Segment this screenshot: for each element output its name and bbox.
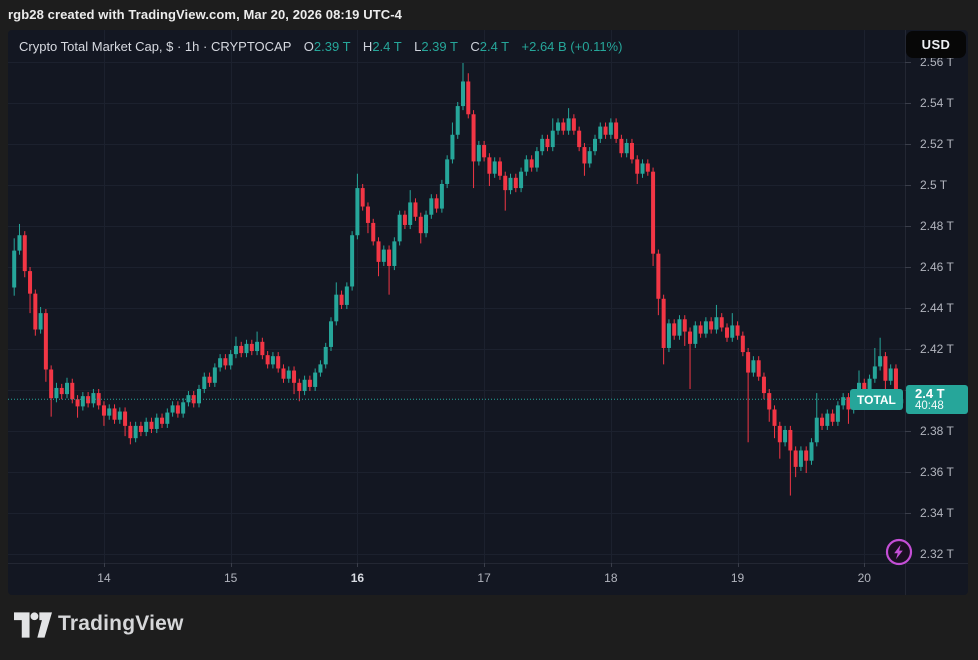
lightning-icon: [885, 538, 913, 566]
price-axis-tick: [905, 185, 911, 186]
bar-countdown: 40:48: [915, 400, 944, 412]
ohlc-high: H2.4 T: [362, 39, 402, 54]
flash-button[interactable]: [885, 538, 913, 566]
price-axis-tick: [905, 62, 911, 63]
price-axis-label: 2.56 T: [920, 55, 954, 69]
ohlc-open: O2.39 T: [303, 39, 351, 54]
footer-bar: TradingView: [0, 595, 978, 660]
symbol-title: Crypto Total Market Cap, $ · 1h · CRYPTO…: [19, 39, 292, 54]
time-axis-tick: [357, 563, 358, 567]
time-axis-label: 14: [97, 571, 111, 585]
time-axis-separator: [8, 563, 968, 564]
time-axis-tick: [611, 563, 612, 567]
price-axis-label: 2.42 T: [920, 342, 954, 356]
price-axis-tick: [905, 226, 911, 227]
candles-layer: [12, 63, 904, 496]
price-axis-label: 2.46 T: [920, 260, 954, 274]
time-axis-label: 15: [223, 571, 238, 585]
time-axis-tick: [484, 563, 485, 567]
time-axis-tick: [104, 563, 105, 567]
tradingview-logo-icon[interactable]: [14, 612, 52, 638]
chart-legend: Crypto Total Market Cap, $ · 1h · CRYPTO…: [19, 39, 622, 54]
price-axis-label: 2.34 T: [920, 506, 954, 520]
time-axis-tick: [864, 563, 865, 567]
price-axis-label: 2.44 T: [920, 301, 954, 315]
price-axis-tick: [905, 267, 911, 268]
time-axis-label: 17: [477, 571, 491, 585]
price-axis-label: 2.36 T: [920, 465, 954, 479]
change-value: +2.64 B (+0.11%): [521, 39, 623, 54]
currency-toggle-button[interactable]: USD: [906, 31, 966, 58]
price-axis-tick: [905, 472, 911, 473]
tradingview-wordmark[interactable]: TradingView: [58, 612, 184, 635]
price-axis-tick: [905, 431, 911, 432]
chart-panel[interactable]: Crypto Total Market Cap, $ · 1h · CRYPTO…: [8, 30, 968, 595]
price-axis-tick: [905, 349, 911, 350]
ohlc-low: L2.39 T: [414, 39, 458, 54]
price-axis-tick: [905, 144, 911, 145]
price-axis-tick: [905, 513, 911, 514]
time-axis-label: 16: [350, 571, 365, 585]
price-axis-label: 2.32 T: [920, 547, 954, 561]
current-price-value: 2.4 T: [915, 386, 945, 401]
price-axis-label: 2.52 T: [920, 137, 954, 151]
time-axis-label: 18: [604, 571, 618, 585]
time-axis-tick: [738, 563, 739, 567]
price-axis-tick: [905, 103, 911, 104]
symbol-price-flag: TOTAL: [850, 389, 903, 410]
grid-layer: [8, 30, 905, 563]
price-axis-tick: [905, 308, 911, 309]
time-axis-tick: [231, 563, 232, 567]
price-axis-label: 2.38 T: [920, 424, 954, 438]
price-axis-separator: [905, 30, 906, 595]
price-axis-label: 2.54 T: [920, 96, 954, 110]
time-axis-label: 19: [730, 571, 745, 585]
candlestick-chart[interactable]: [8, 30, 905, 563]
current-price-badge: 2.4 T 40:48: [906, 385, 968, 414]
attribution-text: rgb28 created with TradingView.com, Mar …: [8, 7, 402, 22]
ohlc-close: C2.4 T: [470, 39, 509, 54]
price-axis-label: 2.5 T: [920, 178, 948, 192]
price-axis-label: 2.48 T: [920, 219, 954, 233]
time-axis-label: 20: [857, 571, 871, 585]
